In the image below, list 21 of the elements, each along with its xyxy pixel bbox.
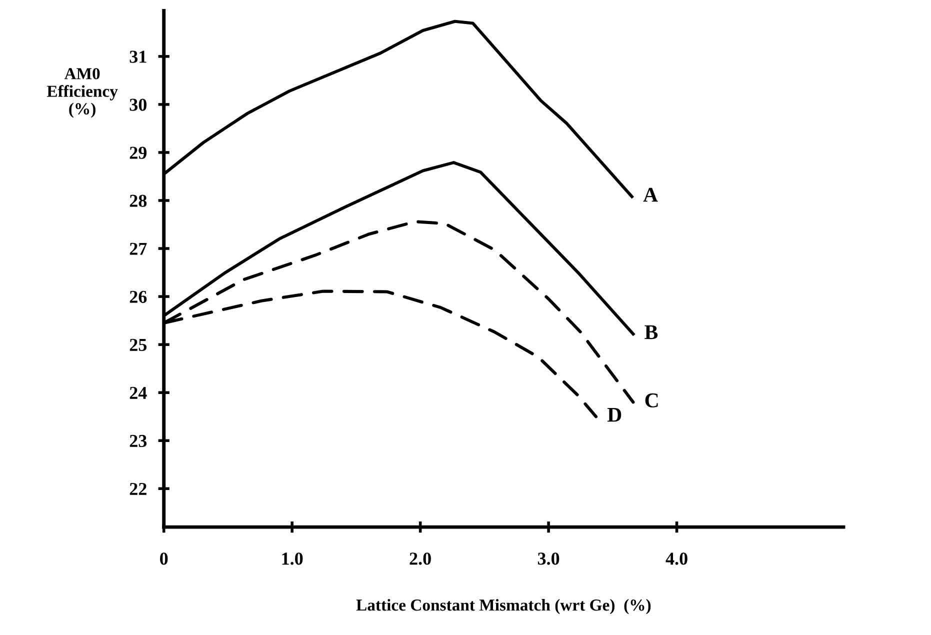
x-tick-label: 4.0 [666,552,688,565]
series-label: C [645,393,658,408]
series-label: D [607,408,622,422]
y-tick-label: 24 [130,386,147,399]
y-axis-title: AM0 Efficiency (%) [46,68,118,118]
y-tick-label: 25 [130,338,147,351]
y-tick-label: 31 [130,50,146,63]
y-tick-label: 30 [130,98,146,111]
y-tick-label: 26 [130,290,147,303]
x-axis-title: Lattice Constant Mismatch (wrt Ge) (%) [356,598,651,614]
x-tick-label: 0 [160,552,168,565]
series-label: A [643,188,658,202]
x-tick-label: 1.0 [282,552,303,565]
y-tick-label: 28 [130,194,147,207]
y-tick-label: 29 [130,146,147,159]
x-tick-label: 3.0 [538,552,560,565]
y-tick-label: 27 [130,242,147,255]
series-label: B [644,325,658,340]
y-tick-label: 23 [130,434,147,448]
x-tick-label: 2.0 [410,552,431,565]
y-tick-label: 22 [130,482,146,495]
